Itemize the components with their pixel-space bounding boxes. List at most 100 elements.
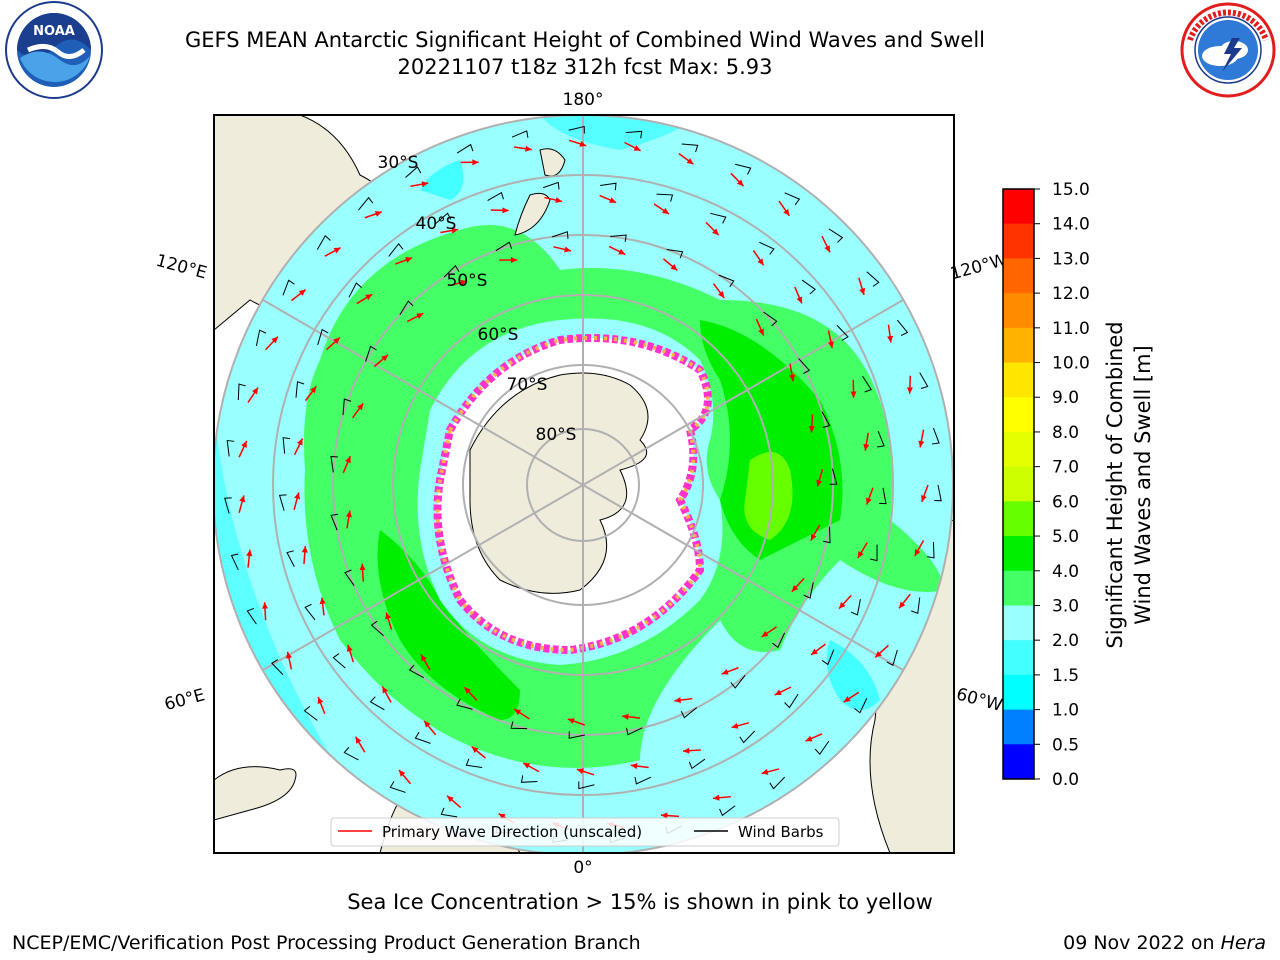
wave-arrow-head	[451, 227, 459, 234]
wind-barb	[927, 541, 935, 559]
wind-barb	[370, 620, 384, 637]
colorbar-segment	[1003, 605, 1034, 641]
wave-arrow-head	[758, 328, 764, 336]
legend-barb-label: Wind Barbs	[738, 823, 824, 841]
colorbar-label-line2: Wind Waves and Swell [m]	[1131, 345, 1155, 625]
wave-arrow-head	[757, 258, 764, 266]
wave-arrow-head	[736, 179, 744, 187]
wave-arrow-head	[914, 549, 921, 557]
wave-arrow-head	[246, 549, 253, 557]
wave-arrow-head	[906, 387, 913, 394]
colorbar-tick-label: 7.0	[1052, 458, 1079, 478]
wind-barb	[224, 497, 232, 514]
noaa-logo-icon: NOAA	[5, 1, 103, 99]
credit-text: NCEP/EMC/Verification Post Processing Pr…	[12, 932, 641, 954]
wave-arrow-head	[555, 197, 563, 204]
map-border	[213, 114, 955, 854]
wind-barb	[854, 698, 868, 714]
wave-arrow-head	[514, 709, 522, 716]
wave-arrow-head	[859, 288, 866, 295]
wind-barb	[784, 693, 799, 709]
wave-arrow-head	[791, 584, 799, 592]
antarctica-land	[469, 372, 649, 594]
wave-arrow-head	[805, 735, 813, 742]
colorbar-segment	[1003, 536, 1034, 572]
wind-barb	[255, 329, 267, 346]
wave-arrow-head	[850, 391, 857, 398]
wave-arrow-head	[618, 248, 626, 255]
colorbar-label-line1: Significant Height of Combined	[1103, 321, 1127, 648]
wind-barb	[511, 130, 529, 138]
colorbar-segment	[1003, 674, 1034, 711]
wave-arrow-head	[471, 746, 479, 753]
colorbar-tick-label: 6.0	[1052, 492, 1079, 512]
wave-arrow-head	[808, 426, 815, 433]
wind-barb	[600, 182, 617, 191]
wind-barb	[487, 191, 504, 202]
machine-name: Hera	[1220, 932, 1266, 954]
wind-barb	[850, 599, 861, 616]
wind-barb	[542, 181, 560, 190]
colorbar-segment	[1003, 466, 1034, 502]
wind-barb	[330, 455, 338, 473]
colorbar: 15.0 14.0 13.0 12.0 11.0 10.0 9.0 8.0 7.0 6.0 5.0 4…	[1002, 180, 1090, 790]
chart-title: GEFS MEAN Antarctic Significant Height o…	[184, 28, 986, 52]
colorbar-tick-label: 8.0	[1052, 423, 1079, 443]
longitude-label-180: 180°	[563, 90, 604, 110]
wind-barb	[365, 345, 377, 362]
wind-barb	[520, 775, 538, 783]
wave-arrow-head	[398, 769, 406, 777]
wind-barb	[769, 776, 786, 790]
wave-arrow-head	[921, 494, 927, 502]
colorbar-segment	[1003, 223, 1034, 259]
longitude-label-120w: 120°W	[948, 250, 1009, 284]
wave-arrow-head	[365, 294, 373, 301]
wave-arrow-head	[721, 668, 729, 675]
colorbar-segment	[1003, 189, 1034, 225]
wave-arrow-head	[385, 612, 392, 620]
wave-arrow-head	[381, 354, 389, 362]
wind-barb	[343, 746, 359, 761]
wind-barb	[829, 468, 838, 485]
wave-arrow-head	[285, 651, 292, 659]
sea-ice-note: Sea Ice Concentration > 15% is shown in …	[347, 890, 933, 914]
wave-arrow-head	[271, 336, 278, 344]
wind-barb	[295, 381, 305, 398]
wave-arrow-head	[579, 140, 587, 147]
wave-arrow-head	[333, 337, 340, 345]
wind-barb	[730, 675, 746, 689]
wave-arrow-head	[447, 795, 454, 803]
wave-arrow-head	[405, 257, 413, 263]
wind-barb	[348, 282, 362, 298]
chart-subtitle: 20221107 t18z 312h fcst Max: 5.93	[397, 55, 773, 79]
wind-barb	[886, 649, 898, 667]
colorbar-tick-label: 2.0	[1052, 631, 1079, 651]
africa-land	[214, 766, 297, 821]
wind-barb	[911, 597, 921, 614]
wave-arrow-head	[622, 713, 629, 720]
wave-arrow-head	[633, 145, 641, 151]
wind-barb	[456, 698, 473, 710]
wind-barb	[862, 375, 872, 393]
wind-barb	[634, 776, 652, 785]
wave-arrow-head	[296, 438, 303, 446]
wind-barb	[282, 279, 295, 296]
wave-arrow-head	[810, 533, 817, 541]
wave-arrow-head	[424, 720, 431, 728]
wave-arrow-head	[301, 546, 308, 553]
wind-barb	[552, 231, 569, 239]
colorbar-tick-label: 1.5	[1052, 666, 1079, 686]
wind-barb	[866, 271, 880, 287]
wave-arrow-head	[298, 289, 306, 296]
colorbar-segment	[1003, 709, 1034, 745]
colorbar-segment	[1003, 327, 1034, 364]
wave-direction-arrows	[224, 125, 942, 844]
wind-barb	[803, 582, 814, 599]
wave-arrow-head	[564, 246, 571, 253]
wind-barb	[344, 569, 355, 586]
wave-arrow-head	[796, 296, 803, 304]
date-text: 09 Nov 2022 on Hera	[1063, 932, 1266, 954]
wave-arrow-head	[682, 747, 690, 754]
wave-arrow-head	[239, 495, 246, 503]
